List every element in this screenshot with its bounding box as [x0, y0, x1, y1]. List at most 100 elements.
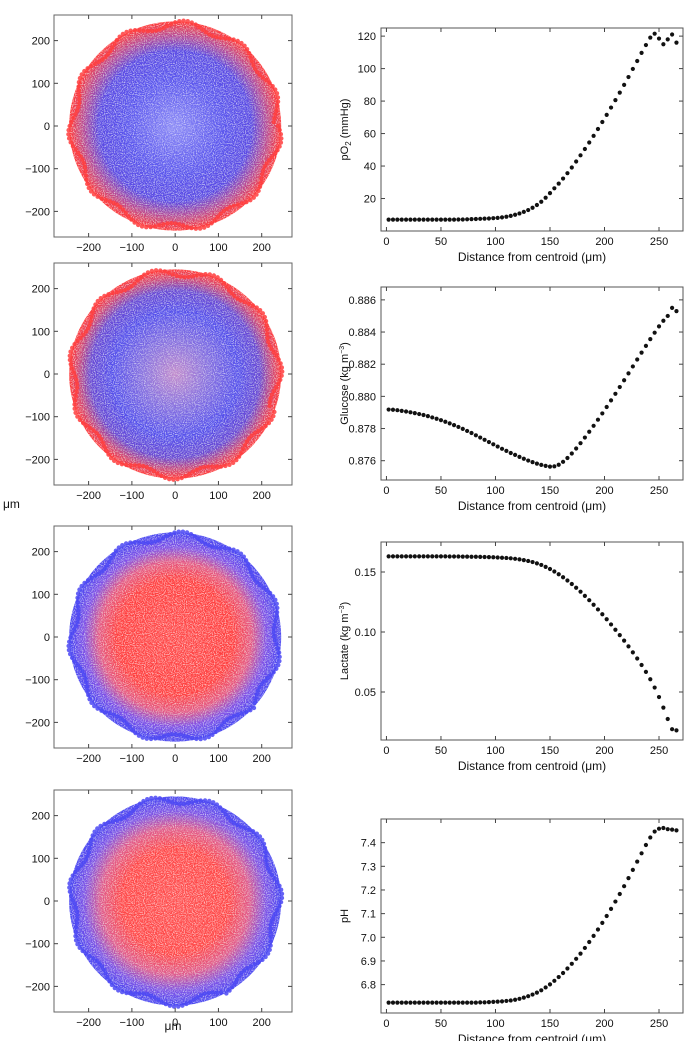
- edge-cell: [274, 601, 279, 606]
- edge-cell: [197, 24, 202, 30]
- edge-cell: [271, 669, 276, 675]
- edge-cell: [279, 373, 284, 378]
- x-tick-label: −100: [120, 490, 145, 502]
- edge-cell: [252, 430, 258, 436]
- data-point: [530, 559, 535, 565]
- edge-cell: [178, 274, 183, 279]
- data-point: [473, 216, 478, 222]
- edge-cell: [262, 314, 267, 320]
- edge-cell: [169, 221, 174, 226]
- y-tick-label: −100: [25, 675, 50, 687]
- data-point: [543, 463, 548, 468]
- edge-cell: [100, 440, 106, 446]
- edge-cell: [144, 465, 150, 470]
- edge-cell: [76, 616, 81, 621]
- data-point: [443, 217, 448, 222]
- data-point: [617, 633, 622, 638]
- edge-cell: [84, 684, 90, 689]
- edge-cell: [176, 222, 182, 227]
- data-point: [399, 554, 404, 559]
- data-point: [438, 418, 444, 423]
- edge-cell: [246, 827, 252, 832]
- x-tick-label: 100: [486, 1018, 504, 1030]
- edge-cell: [267, 590, 273, 596]
- edge-cell: [72, 342, 77, 347]
- edge-cell: [126, 286, 131, 291]
- edge-cell: [80, 669, 85, 674]
- data-point: [643, 42, 649, 48]
- edge-cell: [214, 464, 219, 469]
- edge-cell: [194, 467, 199, 472]
- edge-cell: [271, 119, 276, 125]
- edge-cell: [205, 464, 211, 469]
- data-point: [565, 578, 570, 583]
- edge-cell: [76, 866, 81, 872]
- edge-cell: [259, 681, 264, 687]
- edge-cell: [70, 345, 75, 351]
- edge-cell: [185, 224, 190, 230]
- data-point: [504, 998, 509, 1004]
- edge-cell: [68, 893, 74, 899]
- edge-cell: [256, 960, 261, 965]
- edge-cell: [75, 913, 80, 918]
- edge-cell: [145, 540, 150, 546]
- edge-cell: [274, 610, 280, 615]
- spheroid-edge-cells: [66, 18, 284, 231]
- edge-cell: [120, 31, 126, 37]
- edge-cell: [231, 713, 237, 719]
- edge-cell: [105, 52, 111, 57]
- edge-cell: [250, 303, 256, 308]
- edge-cell: [82, 68, 87, 74]
- spheroid-edge-cells: [67, 268, 285, 482]
- edge-cell: [189, 800, 195, 805]
- x-tick-label: 0: [172, 490, 178, 502]
- edge-cell: [263, 854, 268, 859]
- y-tick-label: 40: [364, 161, 376, 173]
- data-point: [465, 217, 470, 222]
- x-tick-label: 100: [209, 490, 227, 502]
- x-tick-label: 150: [541, 745, 559, 757]
- edge-cell: [118, 716, 124, 721]
- edge-cell: [180, 1003, 185, 1008]
- edge-cell: [277, 658, 282, 664]
- data-point: [560, 575, 566, 580]
- edge-cell: [73, 933, 78, 939]
- edge-cell: [99, 437, 104, 442]
- edge-cell: [157, 27, 162, 32]
- edge-cell: [83, 676, 88, 681]
- edge-cell: [279, 891, 285, 897]
- data-point: [661, 705, 666, 710]
- data-point: [403, 409, 409, 414]
- data-points: [386, 31, 679, 222]
- edge-cell: [79, 583, 84, 589]
- edge-cell: [247, 566, 252, 571]
- edge-cell: [149, 268, 155, 274]
- data-point: [539, 988, 544, 993]
- x-tick-label: 50: [435, 1018, 447, 1030]
- edge-cell: [75, 662, 80, 668]
- edge-cell: [206, 543, 211, 548]
- edge-cell: [252, 962, 258, 967]
- edge-cell: [225, 717, 230, 722]
- y-tick-label: 100: [358, 64, 376, 76]
- edge-cell: [124, 721, 129, 726]
- x-tick-label: 100: [486, 745, 504, 757]
- x-tick-label: 100: [209, 242, 227, 254]
- edge-cell: [69, 366, 75, 371]
- shared-xlabel-micrometer: μm: [164, 1019, 182, 1033]
- edge-cell: [234, 457, 239, 463]
- data-point: [574, 956, 579, 961]
- data-point: [604, 617, 609, 622]
- data-point: [456, 1000, 461, 1005]
- edge-cell: [224, 284, 229, 289]
- edge-cell: [268, 926, 273, 931]
- edge-cell: [254, 305, 259, 310]
- edge-cell: [128, 28, 133, 33]
- data-points: [386, 825, 679, 1005]
- edge-cell: [184, 1001, 189, 1007]
- edge-cell: [246, 50, 252, 56]
- x-tick-label: 0: [383, 1018, 389, 1030]
- edge-cell: [115, 714, 120, 719]
- edge-cell: [86, 185, 92, 191]
- edge-cell: [73, 410, 78, 415]
